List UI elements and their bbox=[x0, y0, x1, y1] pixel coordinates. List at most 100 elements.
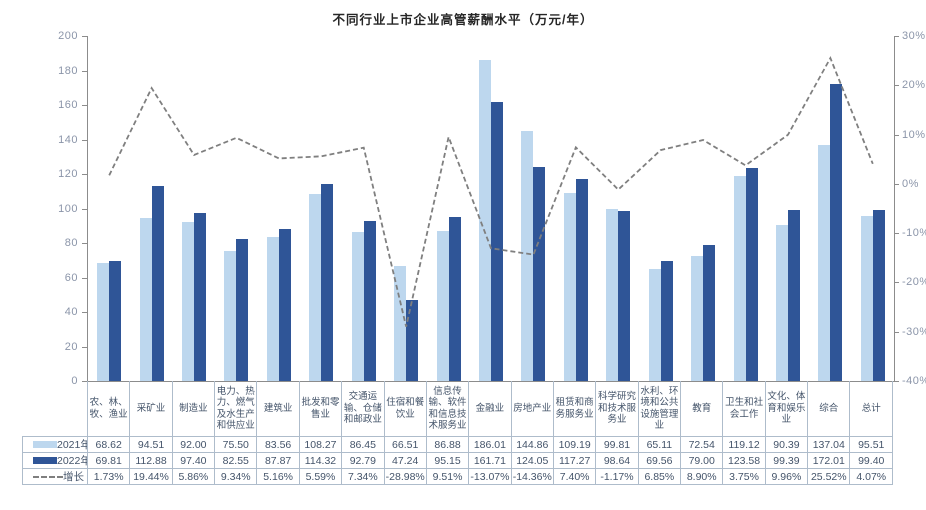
y-axis-label: 20 bbox=[64, 340, 78, 353]
y-axis-label: 140 bbox=[58, 133, 78, 146]
value-cell: 95.51 bbox=[849, 436, 893, 453]
y2-axis-label: 30% bbox=[902, 30, 926, 42]
bar-2022年 bbox=[660, 261, 673, 381]
axis-tick bbox=[82, 139, 87, 141]
legend-cell-2021年: 2021年 bbox=[22, 436, 88, 453]
legend-swatch-icon bbox=[33, 441, 57, 448]
y2-axis-label: -20% bbox=[902, 276, 926, 289]
value-cell: 6.85% bbox=[637, 468, 682, 485]
category-header-cell: 教育 bbox=[680, 381, 724, 437]
axis-tick bbox=[82, 381, 87, 382]
category-header-cell: 交通运输、仓储和邮政业 bbox=[341, 381, 385, 437]
value-cell: 186.01 bbox=[468, 436, 512, 453]
bar-2022年 bbox=[321, 183, 334, 381]
bar-2021年 bbox=[479, 60, 491, 381]
value-cell: -28.98% bbox=[383, 468, 427, 485]
value-cell: 92.79 bbox=[341, 452, 385, 469]
y-axis-label: 120 bbox=[58, 168, 78, 180]
value-cell: 97.40 bbox=[171, 452, 216, 469]
y2-axis-label: -40% bbox=[902, 375, 926, 387]
value-cell: 86.88 bbox=[425, 436, 470, 453]
legend-cell-增长: 增长 bbox=[22, 468, 88, 485]
value-cell: -14.36% bbox=[510, 468, 554, 485]
category-header-cell: 建筑业 bbox=[256, 381, 300, 437]
bar-2021年 bbox=[436, 231, 449, 381]
bar-2022年 bbox=[745, 167, 758, 381]
value-cell: 47.24 bbox=[383, 452, 427, 469]
axis-tick bbox=[894, 134, 899, 136]
y2-axis-label: -30% bbox=[902, 325, 926, 338]
y-axis-label: 80 bbox=[64, 237, 78, 249]
bar-2022年 bbox=[491, 102, 503, 381]
value-cell: 99.81 bbox=[595, 436, 639, 453]
value-cell: 72.54 bbox=[680, 436, 724, 453]
bar-2021年 bbox=[182, 222, 195, 381]
bar-2022年 bbox=[830, 84, 843, 381]
value-cell: 3.75% bbox=[722, 468, 766, 485]
legend-cell-2022年: 2022年 bbox=[22, 452, 88, 469]
bar-2022年 bbox=[151, 186, 164, 381]
y2-axis-label: 20% bbox=[902, 79, 926, 92]
value-cell: 19.44% bbox=[129, 468, 173, 485]
axis-tick bbox=[82, 312, 87, 313]
y-axis-label: 0 bbox=[71, 375, 78, 387]
growth-line-layer bbox=[108, 55, 874, 327]
axis-tick bbox=[894, 183, 899, 185]
value-cell: 25.52% bbox=[807, 468, 851, 485]
value-cell: 172.01 bbox=[807, 452, 851, 469]
value-cell: 161.71 bbox=[468, 452, 512, 469]
value-cell: 99.39 bbox=[764, 452, 809, 469]
value-cell: 4.07% bbox=[849, 468, 893, 485]
axis-tick bbox=[894, 381, 899, 382]
value-cell: 144.86 bbox=[510, 436, 554, 453]
growth-line-path bbox=[108, 55, 874, 327]
bar-2021年 bbox=[394, 266, 407, 381]
category-header-cell: 租赁和商务服务业 bbox=[552, 381, 597, 437]
value-cell: 112.88 bbox=[129, 452, 173, 469]
value-cell: 1.73% bbox=[86, 468, 131, 485]
value-cell: 94.51 bbox=[129, 436, 173, 453]
value-cell: 87.87 bbox=[256, 452, 300, 469]
axis-tick bbox=[82, 277, 87, 279]
category-header-cell: 科学研究和技术服务业 bbox=[595, 381, 639, 437]
value-cell: 90.39 bbox=[764, 436, 809, 453]
value-cell: 119.12 bbox=[722, 436, 766, 453]
value-cell: 108.27 bbox=[298, 436, 343, 453]
axis-tick bbox=[894, 85, 899, 87]
category-header-cell: 总计 bbox=[849, 381, 893, 437]
legend-label: 增长 bbox=[63, 471, 84, 483]
table-corner-cell bbox=[23, 381, 88, 437]
value-cell: 5.16% bbox=[256, 468, 300, 485]
value-cell: 66.51 bbox=[383, 436, 427, 453]
bar-2022年 bbox=[194, 212, 207, 381]
bar-2021年 bbox=[224, 250, 237, 381]
axis-tick bbox=[82, 208, 87, 210]
value-cell: 117.27 bbox=[552, 452, 597, 469]
bar-2022年 bbox=[575, 178, 588, 381]
value-cell: 137.04 bbox=[807, 436, 851, 453]
category-header-cell: 卫生和社会工作 bbox=[722, 381, 766, 437]
value-cell: 95.15 bbox=[425, 452, 470, 469]
y-axis-label: 60 bbox=[64, 271, 78, 284]
bar-2021年 bbox=[563, 192, 576, 381]
category-header-cell: 文化、体育和娱乐业 bbox=[764, 381, 809, 437]
bar-2022年 bbox=[278, 229, 291, 381]
axis-tick bbox=[894, 282, 899, 284]
bar-2021年 bbox=[139, 217, 152, 381]
value-cell: 98.64 bbox=[595, 452, 639, 469]
value-cell: 86.45 bbox=[341, 436, 385, 453]
bar-2022年 bbox=[406, 299, 419, 381]
data-table: 农、林、牧、渔业 采矿业 制造业 电力、热力、燃气及水生产和供应业 建筑业 批发和零售业交… bbox=[22, 381, 893, 485]
value-cell: -13.07% bbox=[468, 468, 512, 485]
value-cell: -1.17% bbox=[595, 468, 639, 485]
bar-2022年 bbox=[109, 260, 122, 381]
legend-label: 2022年 bbox=[57, 455, 88, 467]
category-header-cell: 房地产业 bbox=[510, 381, 554, 437]
table-header-row: 农、林、牧、渔业 采矿业 制造业 电力、热力、燃气及水生产和供应业 建筑业 批发和零售业交… bbox=[23, 381, 893, 437]
bar-2021年 bbox=[351, 231, 364, 381]
plot-area bbox=[87, 36, 895, 382]
value-cell: 68.62 bbox=[86, 436, 131, 453]
category-header-cell: 批发和零售业 bbox=[298, 381, 343, 437]
value-cell: 114.32 bbox=[298, 452, 343, 469]
